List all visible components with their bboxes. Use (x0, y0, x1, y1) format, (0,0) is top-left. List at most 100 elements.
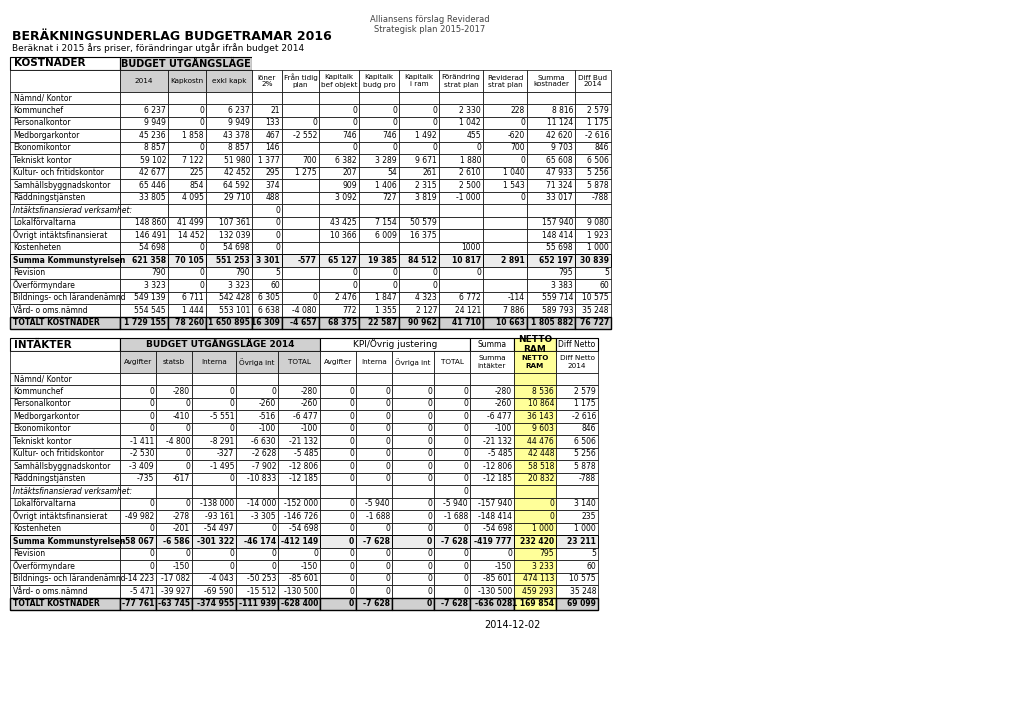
Bar (236, 460, 278, 473)
Text: 0: 0 (427, 449, 432, 458)
Bar (168, 166, 206, 179)
Bar (514, 373, 556, 385)
Bar (319, 560, 356, 573)
Bar (236, 447, 278, 460)
Bar (278, 560, 319, 573)
Text: statsb: statsb (163, 359, 185, 365)
Bar (156, 473, 193, 485)
Text: Bildnings- och lärandenämnd: Bildnings- och lärandenämnd (13, 293, 126, 302)
Bar (193, 423, 236, 435)
Bar (278, 485, 319, 497)
Bar (514, 385, 556, 398)
Bar (514, 585, 556, 597)
Bar (156, 585, 193, 597)
Bar (399, 104, 439, 116)
Bar (206, 154, 252, 166)
Text: -2 616: -2 616 (585, 131, 609, 139)
Text: -788: -788 (579, 474, 596, 484)
Bar (168, 254, 206, 266)
Bar (356, 597, 392, 610)
Bar (278, 585, 319, 597)
Text: -49 982: -49 982 (125, 512, 154, 521)
Bar (252, 242, 282, 254)
Bar (120, 485, 156, 497)
Bar (282, 192, 319, 204)
Bar (527, 70, 575, 92)
Text: 0: 0 (476, 143, 481, 152)
Bar (206, 229, 252, 242)
Text: 1 175: 1 175 (574, 399, 596, 408)
Text: 0: 0 (385, 424, 390, 433)
Bar (120, 447, 156, 460)
Bar (10, 116, 120, 129)
Bar (575, 242, 611, 254)
Text: 0: 0 (385, 399, 390, 408)
Bar (575, 104, 611, 116)
Bar (236, 351, 278, 373)
Bar (356, 497, 392, 510)
Bar (319, 179, 359, 192)
Text: Reviderad
strat plan: Reviderad strat plan (486, 75, 523, 88)
Text: 0: 0 (349, 524, 354, 534)
Bar (10, 70, 120, 92)
Text: 3 819: 3 819 (416, 193, 437, 203)
Text: -278: -278 (173, 512, 190, 521)
Text: -12 806: -12 806 (483, 462, 512, 470)
Bar (168, 229, 206, 242)
Text: Interna: Interna (201, 359, 227, 365)
Bar (399, 279, 439, 292)
Bar (10, 510, 120, 523)
Text: -3 409: -3 409 (129, 462, 154, 470)
Text: 5: 5 (275, 268, 280, 277)
Text: -374 955: -374 955 (197, 599, 234, 608)
Text: -7 628: -7 628 (441, 599, 468, 608)
Text: KOSTNADER: KOSTNADER (14, 59, 85, 68)
Bar (575, 142, 611, 154)
Bar (10, 585, 120, 597)
Bar (120, 435, 156, 447)
Bar (359, 57, 399, 70)
Text: 1 000: 1 000 (532, 524, 554, 534)
Bar (319, 510, 356, 523)
Text: 50 579: 50 579 (411, 219, 437, 227)
Bar (483, 216, 527, 229)
Bar (252, 57, 282, 70)
Text: 0: 0 (150, 387, 154, 396)
Text: 68 375: 68 375 (328, 318, 357, 327)
Text: -5 485: -5 485 (487, 449, 512, 458)
Bar (527, 166, 575, 179)
Bar (120, 179, 168, 192)
Bar (356, 523, 392, 535)
Bar (168, 266, 206, 279)
Text: -4 800: -4 800 (166, 437, 190, 446)
Bar (10, 154, 120, 166)
Text: 2 476: 2 476 (335, 293, 357, 302)
Text: 5: 5 (604, 268, 609, 277)
Bar (514, 497, 556, 510)
Text: -636 028: -636 028 (475, 599, 512, 608)
Text: 0: 0 (199, 143, 204, 152)
Text: 1 040: 1 040 (503, 168, 525, 177)
Bar (252, 292, 282, 304)
Text: Överförmyndare: Överförmyndare (13, 561, 76, 571)
Text: 3 289: 3 289 (376, 156, 397, 165)
Bar (514, 560, 556, 573)
Text: Förändring
strat plan: Förändring strat plan (441, 75, 480, 88)
Bar (10, 142, 120, 154)
Text: 6 506: 6 506 (587, 156, 609, 165)
Bar (399, 92, 439, 104)
Text: Summa: Summa (477, 340, 507, 349)
Bar (10, 373, 120, 385)
Text: 232 420: 232 420 (520, 537, 554, 546)
Bar (470, 535, 514, 547)
Bar (193, 385, 236, 398)
Text: -4 043: -4 043 (209, 574, 234, 583)
Text: 7 122: 7 122 (182, 156, 204, 165)
Bar (392, 423, 434, 435)
Text: -100: -100 (495, 424, 512, 433)
Bar (439, 279, 483, 292)
Bar (556, 351, 598, 373)
Text: 0: 0 (427, 574, 432, 583)
Text: 0: 0 (229, 399, 234, 408)
Bar (514, 573, 556, 585)
